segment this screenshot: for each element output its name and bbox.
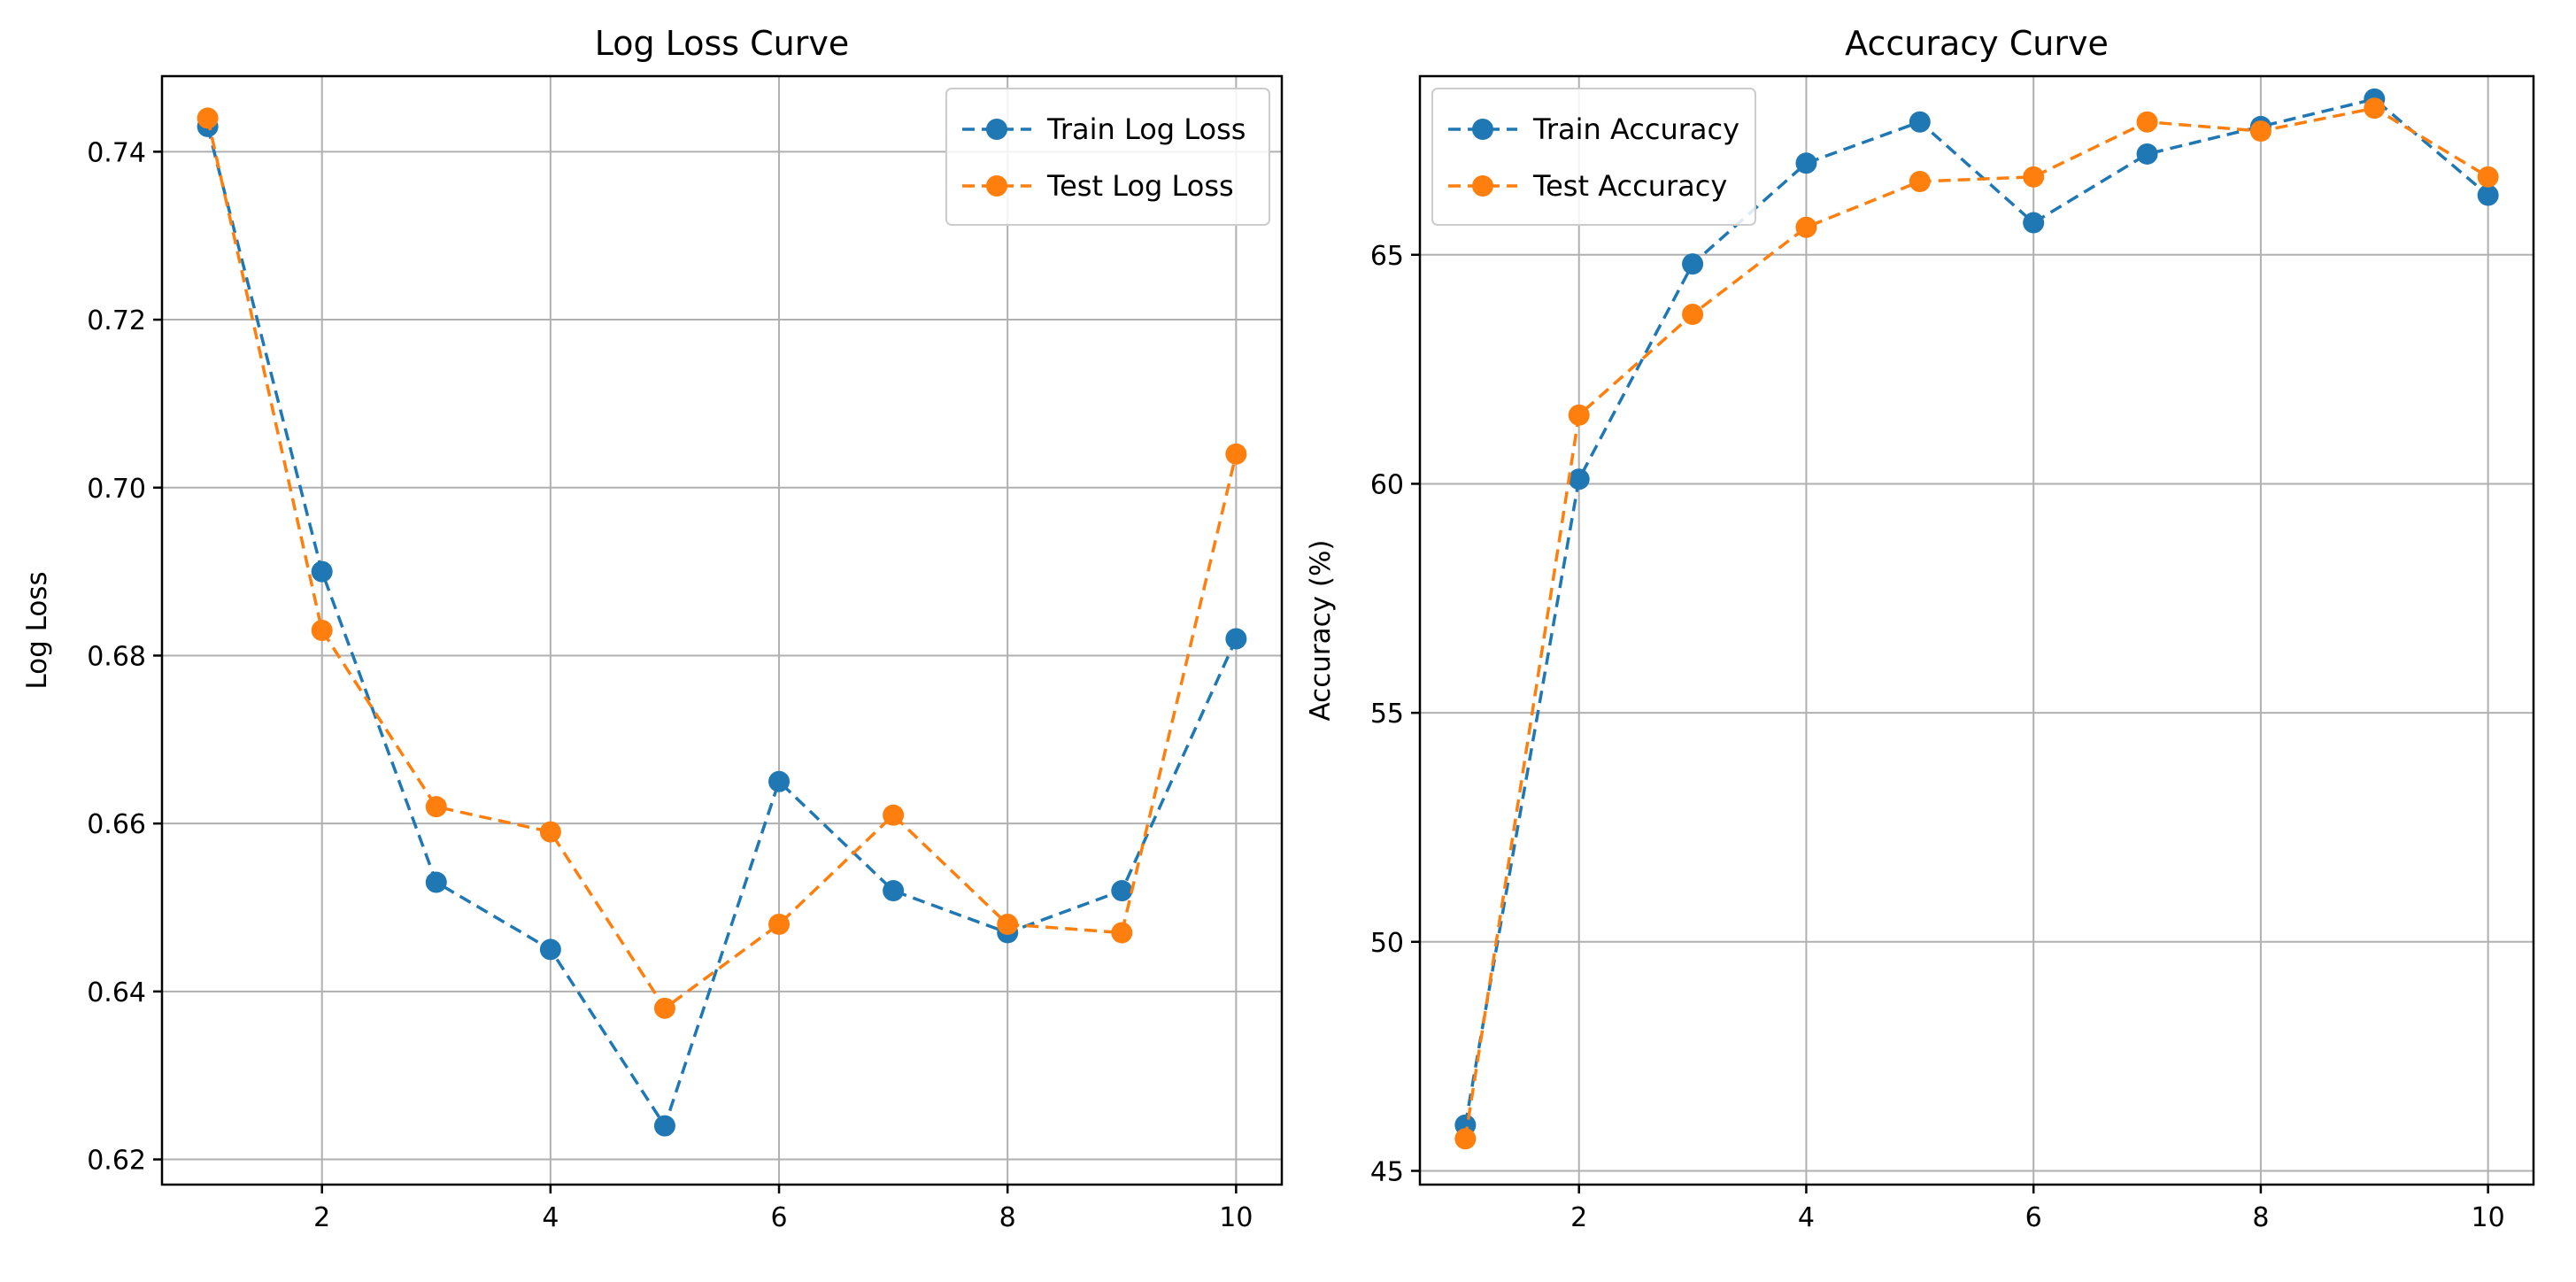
x-tick-label: 6: [770, 1202, 787, 1233]
legend-marker-train: [986, 119, 1007, 140]
data-point-train: [539, 938, 561, 961]
data-point-train: [1682, 253, 1704, 275]
series-line-train: [205, 126, 1238, 1130]
x-tick-label: 4: [542, 1202, 559, 1233]
data-point-train: [2477, 184, 2499, 206]
chart-title: Log Loss Curve: [595, 24, 850, 63]
plot-frame: [1418, 74, 2535, 1186]
data-point-train: [2023, 212, 2045, 234]
x-tick-label: 10: [1219, 1202, 1253, 1233]
y-tick-label: 0.64: [87, 977, 146, 1008]
chart-title: Accuracy Curve: [1845, 24, 2109, 63]
data-point-test: [883, 804, 905, 826]
data-point-test: [1682, 304, 1704, 326]
y-tick-label: 50: [1370, 928, 1404, 959]
x-tick-label: 8: [999, 1202, 1016, 1233]
data-point-test: [1909, 170, 1931, 192]
legend: Train Log Loss Test Log Loss: [945, 88, 1270, 226]
x-tick-label: 8: [2252, 1202, 2269, 1233]
data-point-train: [768, 770, 791, 792]
data-point-test: [2477, 166, 2499, 188]
x-tick-label: 10: [2472, 1202, 2505, 1233]
x-tick-label: 2: [313, 1202, 330, 1233]
legend-label-test: Test Log Loss: [1046, 169, 1234, 203]
legend-marker-test: [1472, 175, 1493, 197]
plot-frame: [160, 74, 1284, 1186]
x-tick-label: 4: [1798, 1202, 1815, 1233]
y-axis-label: Log Loss: [21, 571, 53, 689]
data-point-test: [1225, 443, 1247, 465]
legend-box: [945, 88, 1270, 226]
log-loss-chart: 2 4 6 8 10 0.62 0.64 0.66 0.68 0.70 0.72 0.74 Log Lo…: [21, 24, 1284, 1233]
y-tick-label: 65: [1370, 241, 1404, 272]
y-tick-label: 0.70: [87, 474, 146, 505]
data-point-train: [883, 880, 905, 902]
legend-label-train: Train Accuracy: [1532, 112, 1739, 146]
accuracy-chart: 2 4 6 8 10 45 50 55 60 65 Accuracy Curve Accuracy (…: [1305, 24, 2535, 1233]
x-tick-label: 2: [1570, 1202, 1587, 1233]
legend-label-train: Train Log Loss: [1046, 112, 1246, 146]
legend-box: [1431, 88, 1756, 226]
legend-marker-test: [986, 175, 1007, 197]
legend-marker-train: [1472, 119, 1493, 140]
series-line-train: [1463, 97, 2489, 1126]
data-point-train: [2136, 143, 2158, 165]
y-tick-label: 0.66: [87, 809, 146, 840]
data-point-train: [653, 1115, 675, 1137]
data-point-test: [2023, 166, 2045, 188]
data-point-train: [1795, 152, 1817, 174]
data-point-train: [1909, 111, 1931, 133]
data-point-train: [311, 560, 333, 583]
data-point-test: [768, 913, 791, 935]
y-axis-label: Accuracy (%): [1305, 539, 1337, 721]
y-tick-label: 55: [1370, 699, 1404, 730]
legend: Train Accuracy Test Accuracy: [1431, 88, 1756, 226]
data-point-test: [539, 821, 561, 843]
series-line-test: [205, 118, 1238, 1011]
data-point-test: [1111, 922, 1133, 944]
y-tick-label: 45: [1370, 1156, 1404, 1187]
data-point-train: [1111, 880, 1133, 902]
series-line-test: [1463, 106, 2489, 1139]
y-tick-label: 0.62: [87, 1146, 146, 1177]
data-point-test: [653, 997, 675, 1019]
y-tick-label: 60: [1370, 469, 1404, 500]
data-point-train: [1568, 468, 1590, 490]
data-point-test: [2364, 97, 2386, 120]
data-point-test: [197, 107, 219, 129]
legend-label-test: Test Accuracy: [1532, 169, 1727, 203]
data-point-test: [1795, 216, 1817, 238]
data-point-test: [997, 913, 1019, 935]
y-tick-label: 0.72: [87, 305, 146, 336]
data-point-train: [425, 871, 447, 893]
data-point-test: [2136, 111, 2158, 133]
y-tick-label: 0.68: [87, 641, 146, 672]
data-point-test: [1568, 404, 1590, 426]
y-tick-label: 0.74: [87, 137, 146, 168]
data-point-train: [1225, 628, 1247, 650]
data-point-test: [425, 796, 447, 818]
x-tick-label: 6: [2025, 1202, 2042, 1233]
data-point-test: [311, 620, 333, 641]
data-point-test: [1454, 1128, 1477, 1150]
data-point-test: [2249, 120, 2271, 143]
